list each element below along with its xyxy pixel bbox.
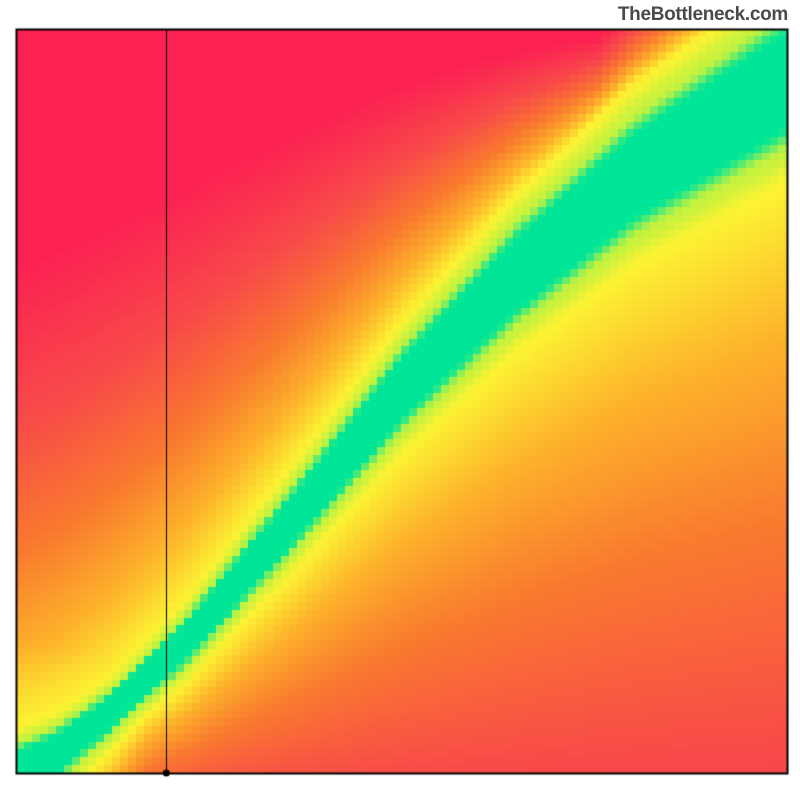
chart-container: TheBottleneck.com <box>0 0 800 800</box>
watermark-text: TheBottleneck.com <box>618 4 788 26</box>
heatmap-canvas <box>0 0 800 800</box>
